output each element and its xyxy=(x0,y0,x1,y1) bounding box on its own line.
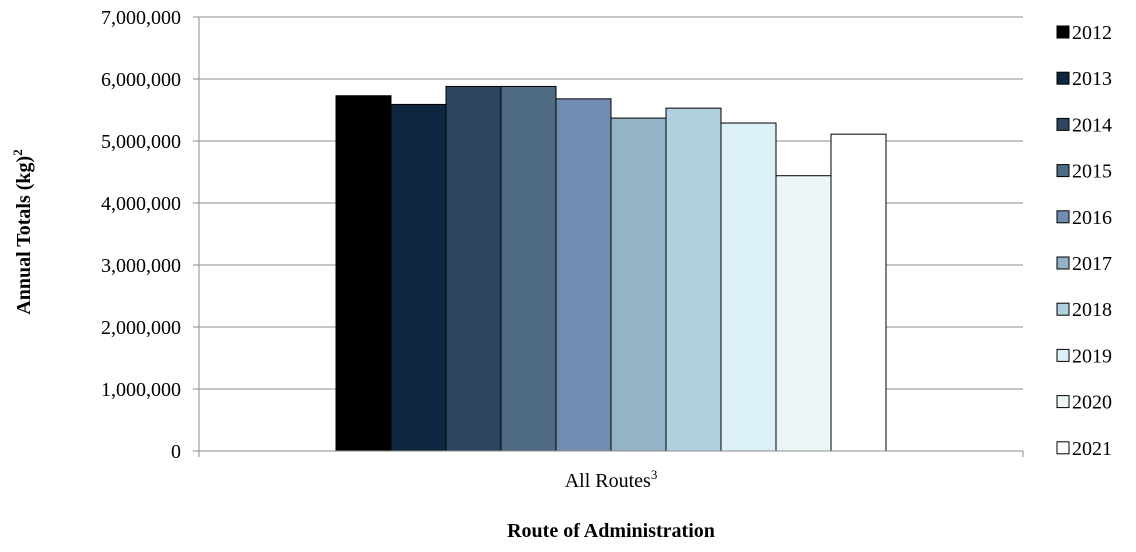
axes xyxy=(198,17,1024,457)
legend-swatch-2013 xyxy=(1056,71,1070,85)
y-tick-label: 6,000,000 xyxy=(101,69,181,91)
y-tick-label: 4,000,000 xyxy=(101,193,181,215)
bar-2019 xyxy=(720,122,777,452)
y-tick-label: 3,000,000 xyxy=(101,255,181,277)
x-axis-title: Route of Administration xyxy=(507,520,715,542)
legend-swatch-2018 xyxy=(1056,302,1070,316)
y-axis-title-superscript: 2 xyxy=(10,149,25,156)
legend-swatch-2012 xyxy=(1056,25,1070,39)
legend-swatch-2019 xyxy=(1056,348,1070,362)
bar-2012 xyxy=(335,95,392,452)
legend-label-2016: 2016 xyxy=(1072,207,1112,229)
legend-label-2021: 2021 xyxy=(1072,438,1112,460)
legend: 2012 2013 2014 2015 2016 2017 2018 2019 2020 2021 xyxy=(1056,22,1112,460)
legend-swatch-2017 xyxy=(1056,256,1070,270)
bar-2014 xyxy=(445,85,502,452)
x-axis-category-labels: All Routes3 xyxy=(565,467,658,492)
legend-label-2015: 2015 xyxy=(1072,161,1112,183)
bar-2015 xyxy=(500,85,557,452)
legend-label-2013: 2013 xyxy=(1072,68,1112,90)
legend-swatch-2020 xyxy=(1056,395,1070,409)
bar-2021 xyxy=(830,133,887,452)
y-tick-label: 2,000,000 xyxy=(101,317,181,339)
x-category-label: All Routes3 xyxy=(565,467,658,492)
legend-label-2018: 2018 xyxy=(1072,299,1112,321)
y-tick-label: 0 xyxy=(171,441,181,463)
y-tick-label: 1,000,000 xyxy=(101,379,181,401)
bars xyxy=(335,85,887,452)
legend-swatch-2021 xyxy=(1056,441,1070,455)
bar-2013 xyxy=(390,103,447,452)
y-axis-title-text: Annual Totals (kg) xyxy=(13,156,35,315)
legend-label-2019: 2019 xyxy=(1072,345,1112,367)
y-axis-ticks: 0 1,000,000 2,000,000 3,000,000 4,000,000 5,0… xyxy=(101,7,199,463)
legend-label-2012: 2012 xyxy=(1072,22,1112,44)
bar-2016 xyxy=(555,98,612,452)
legend-label-2020: 2020 xyxy=(1072,392,1112,414)
legend-swatch-2016 xyxy=(1056,210,1070,224)
y-tick-label: 7,000,000 xyxy=(101,7,181,29)
legend-label-2017: 2017 xyxy=(1072,253,1112,275)
legend-label-2014: 2014 xyxy=(1072,114,1112,136)
y-axis-title: Annual Totals (kg)2 xyxy=(10,149,35,314)
bar-2018 xyxy=(665,107,722,452)
bar-2017 xyxy=(610,117,667,452)
bar-2020 xyxy=(775,175,832,452)
legend-swatch-2014 xyxy=(1056,117,1070,131)
y-tick-label: 5,000,000 xyxy=(101,131,181,153)
legend-swatch-2015 xyxy=(1056,164,1070,178)
